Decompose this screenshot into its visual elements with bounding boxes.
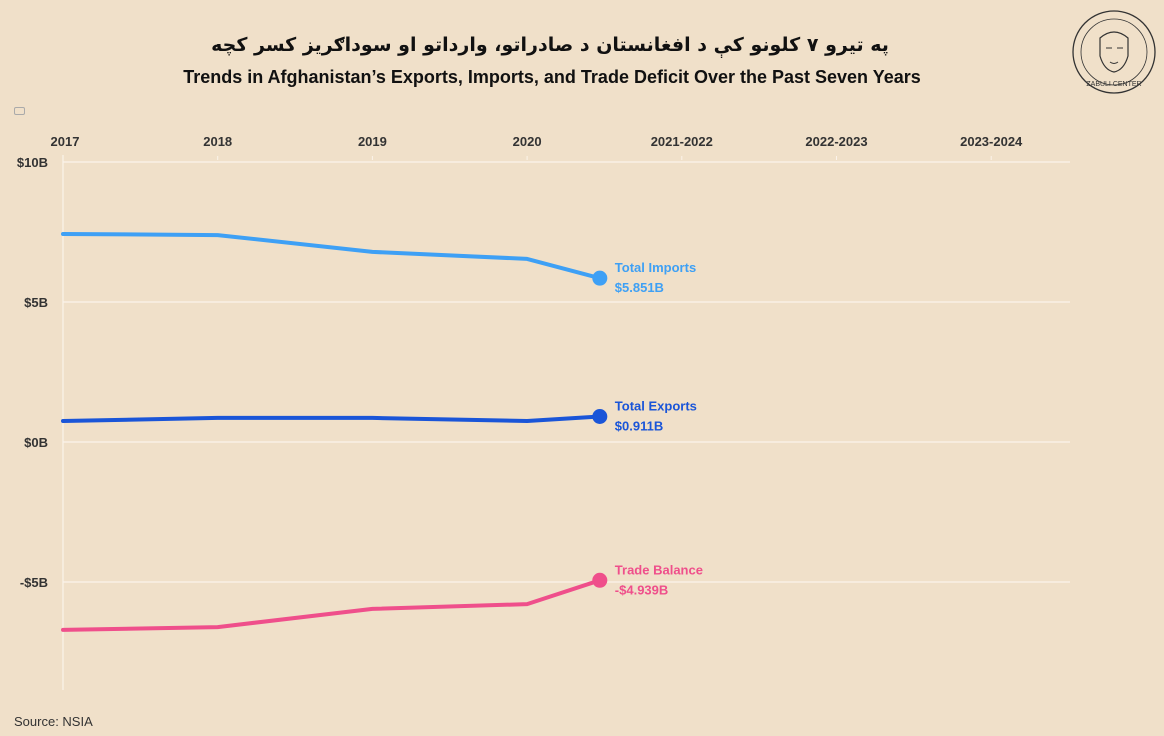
x-tick-label: 2018 [203,134,232,149]
series-end-point [592,408,608,424]
y-tick-label: $0B [24,435,48,450]
series-value-label: $0.911B [615,418,663,433]
series-value-label: -$4.939B [615,582,668,597]
small-box-icon [14,107,25,115]
series-line-total-imports [61,231,602,281]
series-line-trade-balance [61,578,602,632]
series-value-label: $5.851B [615,280,664,295]
x-tick-label: 2019 [358,134,387,149]
series-label: Trade Balance [615,562,703,577]
series-end-point [592,270,608,286]
y-tick-label: $10B [17,155,48,170]
series-label: Total Exports [615,398,697,413]
series-end-point [592,572,608,588]
x-tick-label: 2020 [513,134,542,149]
series-label: Total Imports [615,260,696,275]
series-line-total-exports [61,414,602,423]
zabuli-center-logo: ZABULI CENTER [1072,10,1156,94]
x-tick-label: 2017 [51,134,80,149]
chart-title: Trends in Afghanistan’s Exports, Imports… [183,67,921,87]
x-tick-label: 2022-2023 [805,134,867,149]
y-tick-label: -$5B [20,575,48,590]
y-tick-label: $5B [24,295,48,310]
title-pashto: په تیرو ۷ کلونو کې د افغانستان د صادراتو… [211,34,889,56]
source-note: Source: NSIA [14,714,93,729]
svg-text:ZABULI CENTER: ZABULI CENTER [1086,81,1141,88]
x-tick-label: 2021-2022 [651,134,713,149]
x-tick-label: 2023-2024 [960,134,1023,149]
